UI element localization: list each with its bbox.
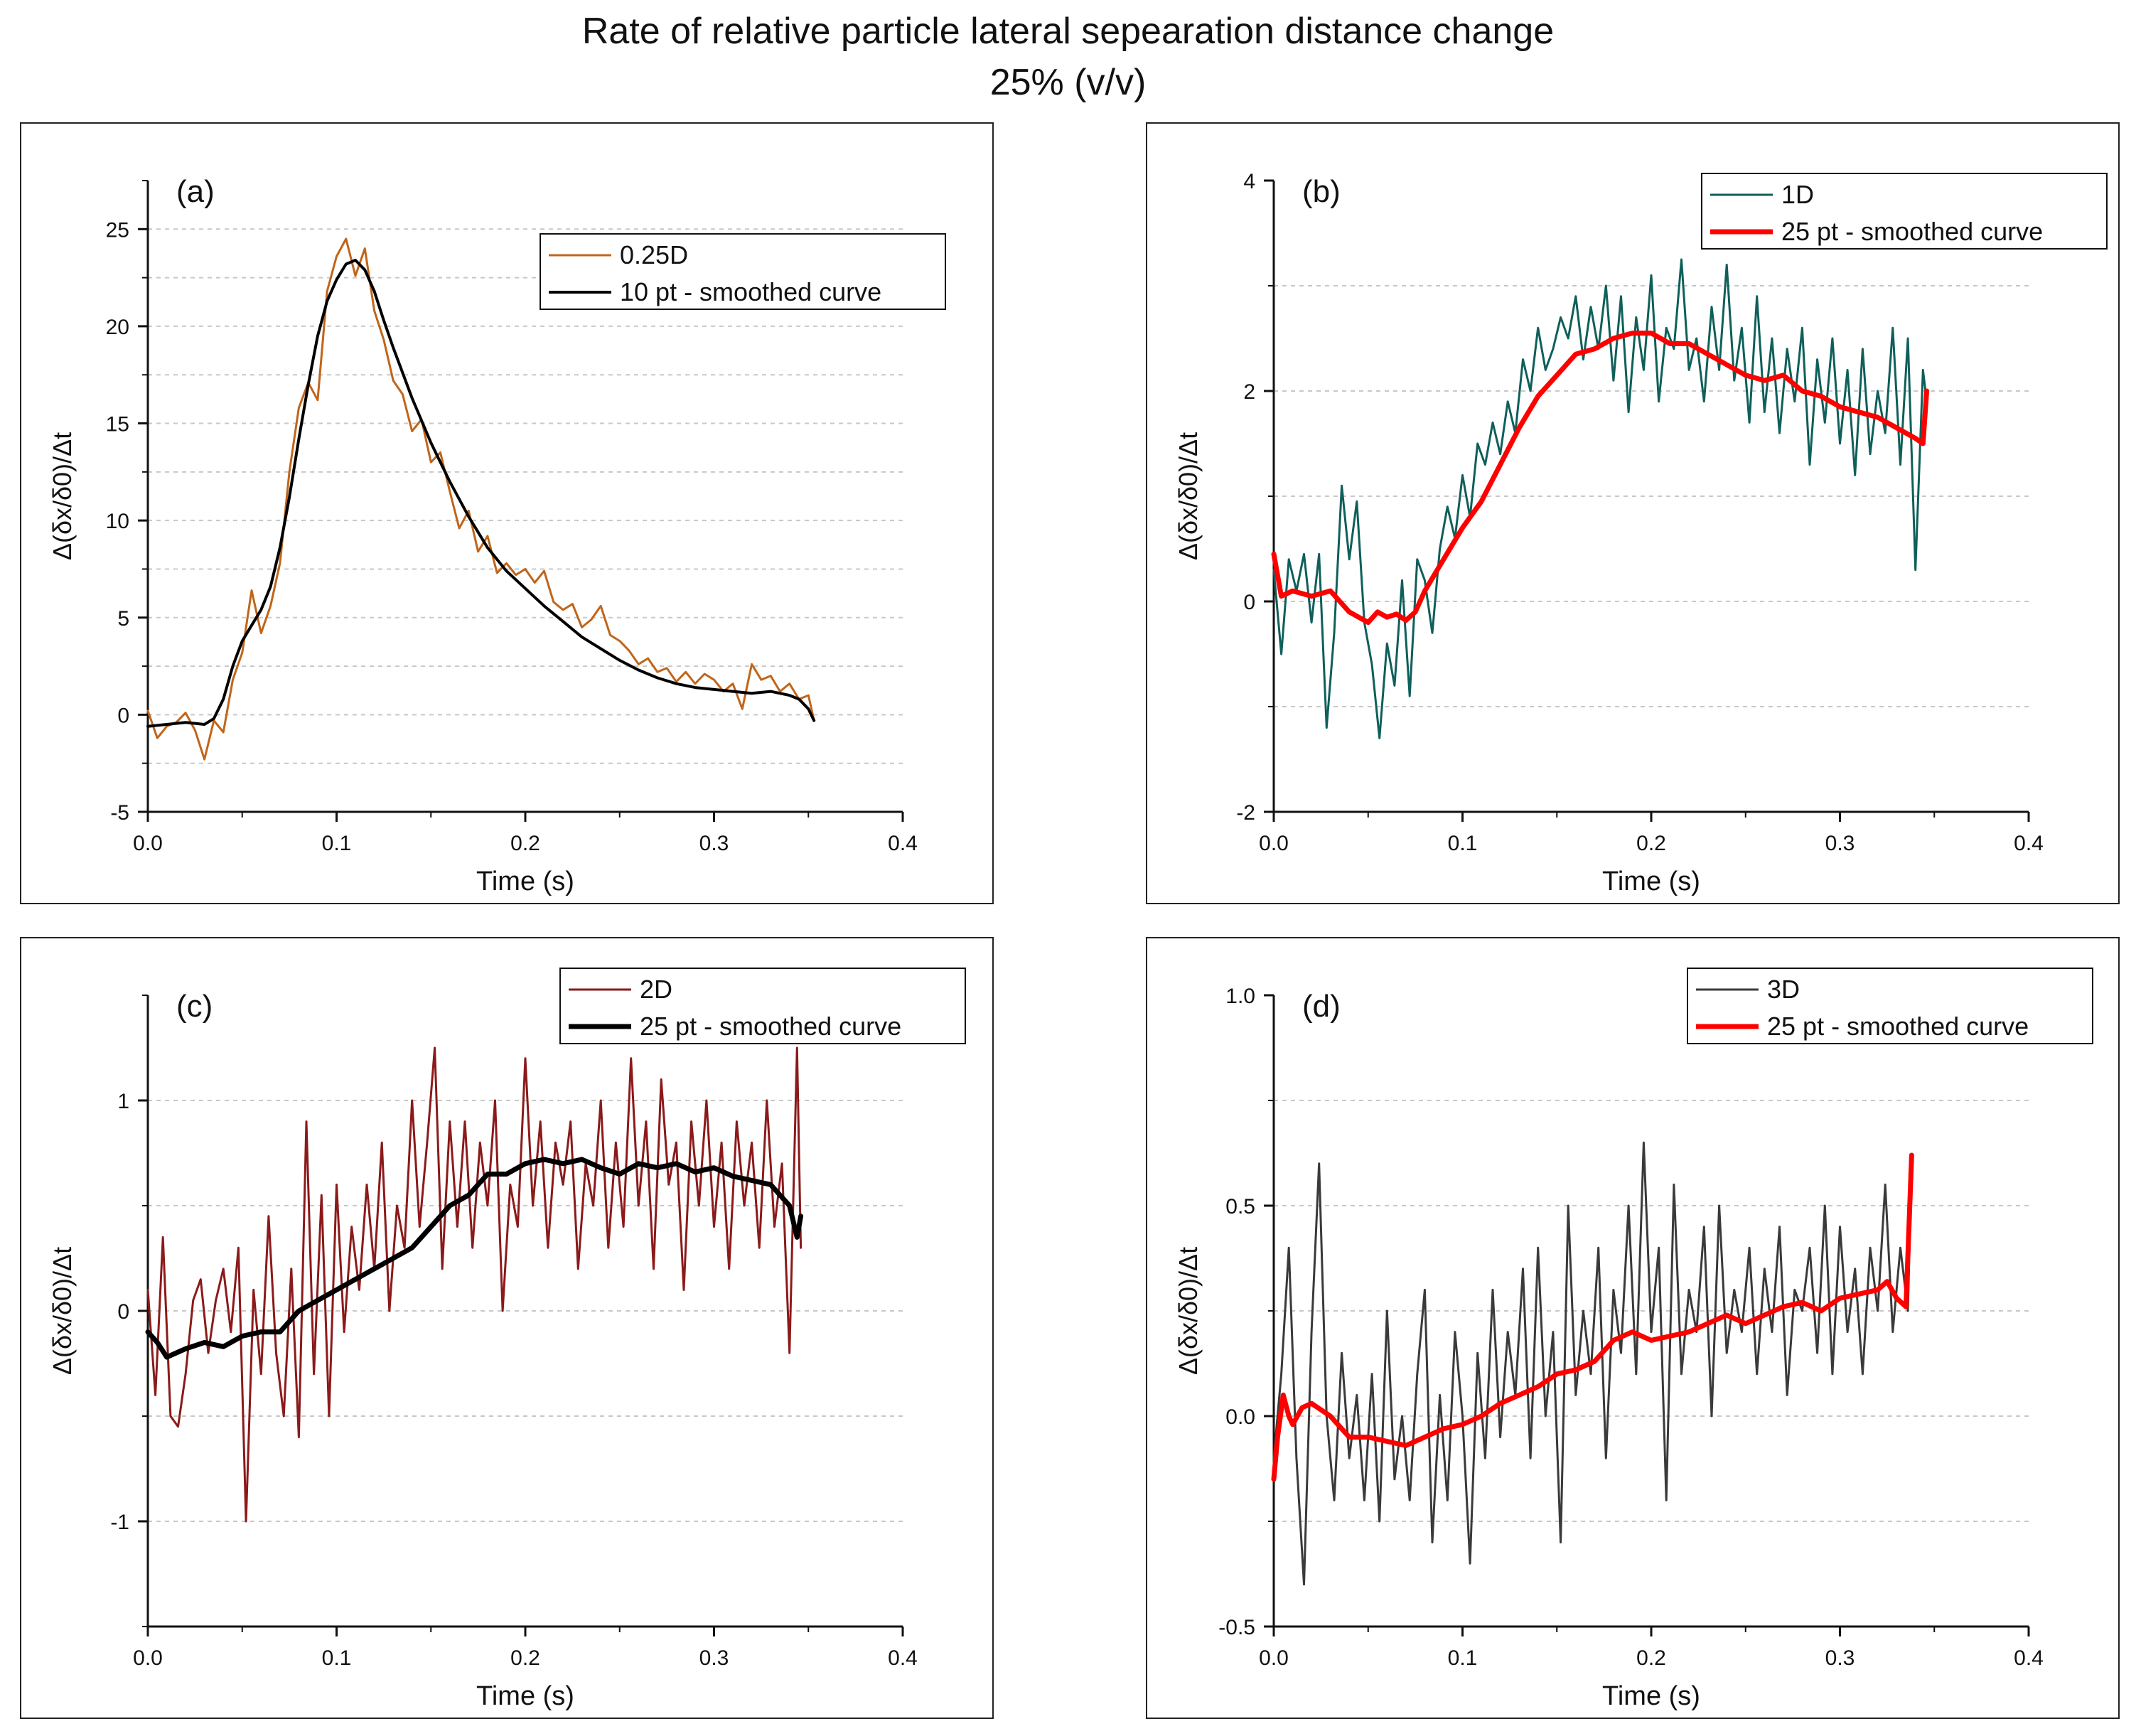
panel-label-d: (d) xyxy=(1302,989,1341,1024)
legend-box xyxy=(1687,968,2093,1044)
series-line-d-1 xyxy=(1272,1141,1913,1586)
x-tick-label: 0.0 xyxy=(133,832,163,855)
chart-c-svg: 0.0 0.1 0.2 0.3 0.4 -1 0 1 Time (s) Δ(δx/δ0)/Δt (c… xyxy=(48,968,966,1711)
x-tick-label: 0.1 xyxy=(1448,832,1478,855)
y-tick-label: 25 xyxy=(106,218,129,242)
y-tick-label: 0 xyxy=(117,1300,129,1324)
legend-c: 2D 25 pt - smoothed curve xyxy=(559,968,966,1044)
x-tick-label: 0.2 xyxy=(1636,1646,1666,1670)
legend-d: 3D 25 pt - smoothed curve xyxy=(1687,968,2093,1044)
legend-label: 0.25D xyxy=(620,240,688,269)
figure-title: Rate of relative particle lateral sepear… xyxy=(581,11,1555,52)
y-tick-label: 10 xyxy=(106,510,129,533)
legend-box xyxy=(559,968,966,1044)
x-tick-label: 0.3 xyxy=(1825,832,1855,855)
y-tick-label: 15 xyxy=(106,413,129,436)
x-tick-label: 0.2 xyxy=(1636,832,1666,855)
x-tick-label: 0.0 xyxy=(1259,1646,1289,1670)
legend-label: 2D xyxy=(640,975,672,1004)
gridlines-a xyxy=(148,228,903,764)
x-tick-label: 0.4 xyxy=(888,1646,918,1670)
x-tick-label: 0.2 xyxy=(510,1646,540,1670)
x-tick-label: 0.3 xyxy=(1825,1646,1855,1670)
chart-a-svg: 0.0 0.1 0.2 0.3 0.4 -5 0 5 10 15 20 25 Time (s) Δ(δx/… xyxy=(48,174,946,896)
legend-label: 25 pt - smoothed curve xyxy=(1781,217,2043,246)
x-tick-label: 0.3 xyxy=(699,1646,729,1670)
y-tick-label: 0.5 xyxy=(1225,1195,1255,1218)
panel-label-a: (a) xyxy=(176,174,215,209)
panel-c: 0.0 0.1 0.2 0.3 0.4 -1 0 1 Time (s) Δ(δx/δ0)/Δt (c… xyxy=(20,937,994,1719)
panel-b: 0.0 0.1 0.2 0.3 0.4 -2 0 2 4 Time (s) Δ(δx/δ0)/Δt (… xyxy=(1146,122,2120,904)
y-tick-label: -2 xyxy=(1236,801,1255,825)
x-axis-label: Time (s) xyxy=(476,1681,574,1711)
y-tick-label: 20 xyxy=(106,316,129,339)
y-tick-label: 0 xyxy=(117,704,129,727)
y-tick-label: 1.0 xyxy=(1225,985,1255,1008)
series-line-d-2 xyxy=(1271,1152,1914,1482)
y-tick-label: 1 xyxy=(117,1090,129,1113)
x-tick-label: 0.2 xyxy=(510,832,540,855)
y-axis-label: Δ(δx/δ0)/Δt xyxy=(1174,1247,1203,1375)
x-tick-label: 0.1 xyxy=(1448,1646,1478,1670)
x-tick-label: 0.1 xyxy=(322,832,352,855)
x-tick-label: 0.4 xyxy=(888,832,918,855)
x-axis-label: Time (s) xyxy=(476,867,574,896)
y-tick-label: 0.0 xyxy=(1225,1405,1255,1429)
x-axis-label: Time (s) xyxy=(1602,1681,1700,1711)
panel-label-b: (b) xyxy=(1302,174,1341,209)
gridlines-c xyxy=(148,1100,903,1522)
series-line-c-1 xyxy=(146,1046,803,1523)
legend-label: 10 pt - smoothed curve xyxy=(620,277,881,306)
x-tick-label: 0.4 xyxy=(2014,832,2044,855)
panel-label-c: (c) xyxy=(176,989,213,1024)
legend-b: 1D 25 pt - smoothed curve xyxy=(1701,173,2108,250)
y-tick-label: 5 xyxy=(117,607,129,631)
legend-label: 3D xyxy=(1767,975,1800,1004)
y-tick-label: -5 xyxy=(110,801,129,825)
legend-label: 1D xyxy=(1781,180,1814,209)
x-tick-label: 0.3 xyxy=(699,832,729,855)
series-line-a-2 xyxy=(146,259,816,728)
figure-subtitle: 25% (v/v) xyxy=(989,62,1147,103)
x-tick-label: 0.4 xyxy=(2014,1646,2044,1670)
y-tick-label: 2 xyxy=(1243,380,1255,404)
y-axis-label: Δ(δx/δ0)/Δt xyxy=(48,432,77,560)
x-axis-label: Time (s) xyxy=(1602,867,1700,896)
x-tick-label: 0.0 xyxy=(1259,832,1289,855)
legend-box xyxy=(540,233,946,310)
y-tick-label: -0.5 xyxy=(1218,1616,1255,1639)
panel-d: 0.0 0.1 0.2 0.3 0.4 -0.5 0.0 0.5 1.0 Time (s) Δ(δx… xyxy=(1146,937,2120,1719)
legend-a: 0.25D 10 pt - smoothed curve xyxy=(540,233,946,310)
legend-label: 25 pt - smoothed curve xyxy=(1767,1012,2029,1041)
chart-b-svg: 0.0 0.1 0.2 0.3 0.4 -2 0 2 4 Time (s) Δ(δx/δ0)/Δt (… xyxy=(1174,170,2108,896)
series-line-c-2 xyxy=(145,1157,804,1360)
y-tick-label: -1 xyxy=(110,1511,129,1534)
legend-box xyxy=(1701,173,2108,250)
series-line-b-2 xyxy=(1271,331,1930,626)
y-tick-label: 0 xyxy=(1243,591,1255,614)
series-line-b-1 xyxy=(1272,258,1928,739)
y-axis-label: Δ(δx/δ0)/Δt xyxy=(1174,432,1203,560)
x-tick-label: 0.0 xyxy=(133,1646,163,1670)
x-tick-label: 0.1 xyxy=(322,1646,352,1670)
series-line-a-1 xyxy=(146,237,815,761)
panel-a: 0.0 0.1 0.2 0.3 0.4 -5 0 5 10 15 20 25 Time (s) Δ(δx/… xyxy=(20,122,994,904)
legend-label: 25 pt - smoothed curve xyxy=(640,1012,901,1041)
y-tick-label: 4 xyxy=(1243,170,1255,193)
y-axis-label: Δ(δx/δ0)/Δt xyxy=(48,1247,77,1375)
